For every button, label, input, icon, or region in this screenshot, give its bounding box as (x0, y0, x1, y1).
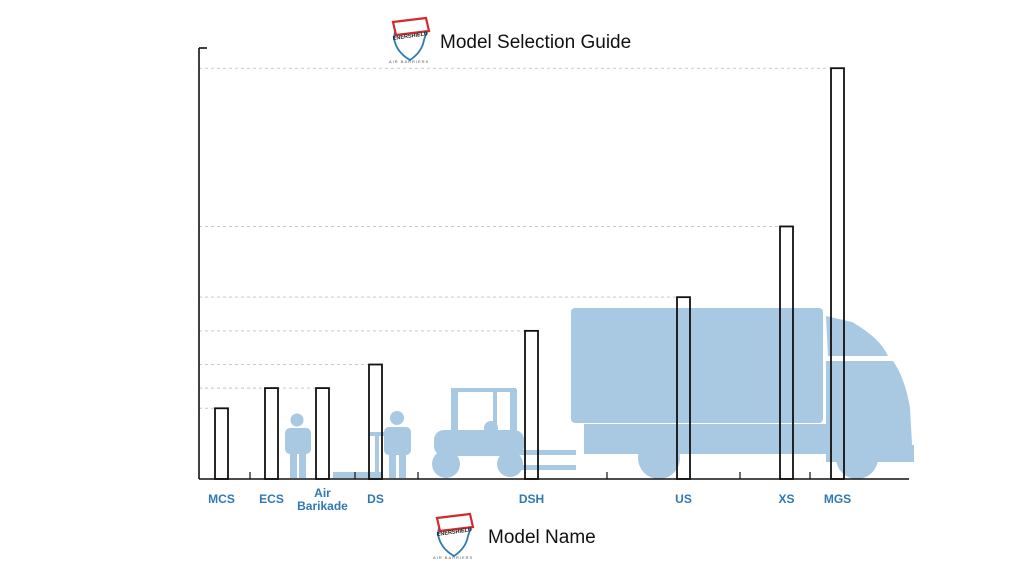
person-icon-2 (384, 411, 411, 478)
category-label-ecs: ECS (259, 492, 284, 506)
bar-mgs (830, 67, 845, 480)
x-ticks (249, 472, 811, 479)
category-label-xs: XS (778, 492, 794, 506)
category-label-dsh: DSH (519, 492, 544, 506)
category-label-us: US (675, 492, 692, 506)
bar-mcs (214, 407, 229, 480)
header-logo-tagline: AIR BARRIERS (389, 59, 429, 64)
bar-us (676, 296, 691, 480)
footer-logo-wordmark: ENERSHIELD (436, 527, 472, 538)
x-axis-title: Model Name (488, 527, 596, 548)
bar-ecs (264, 387, 279, 480)
category-label-mcs: MCS (208, 492, 235, 506)
chart-title: Model Selection Guide (440, 32, 631, 53)
footer-logo-tagline: AIR BARRIERS (433, 555, 473, 560)
grid-lines (199, 67, 844, 409)
bar-xs (779, 225, 794, 480)
pallet-jack-icon (333, 432, 384, 478)
header-logo-wordmark: ENERSHIELD (392, 31, 428, 42)
header-logo: ENERSHIELD AIR BARRIERS (389, 16, 431, 64)
bar-dsh (524, 329, 539, 480)
truck-icon (571, 308, 914, 479)
category-labels: MCS ECS Air Barikade DS DSH US XS MGS (208, 486, 851, 513)
bar-ds (368, 363, 383, 480)
category-label-ds: DS (367, 492, 384, 506)
forklift-icon (432, 388, 576, 478)
category-label-air-barikade: Air Barikade (297, 486, 348, 513)
bar-air-barikade (315, 387, 330, 480)
person-icon-1 (285, 413, 311, 478)
footer-logo: ENERSHIELD AIR BARRIERS (433, 512, 475, 560)
category-label-mgs: MGS (824, 492, 851, 506)
bars (214, 67, 845, 480)
